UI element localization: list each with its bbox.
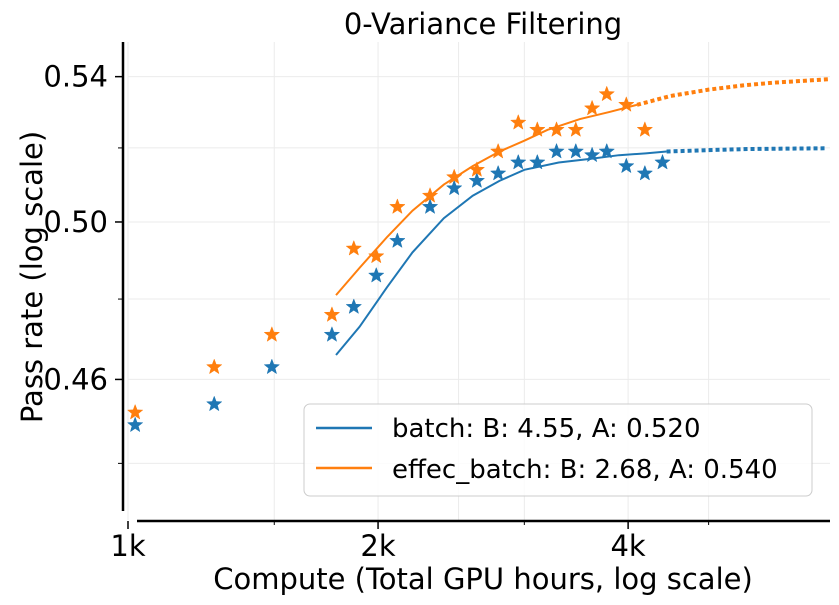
data-point bbox=[654, 154, 671, 170]
data-point bbox=[468, 172, 485, 188]
legend: batch: B: 4.55, A: 0.520 effec_batch: B:… bbox=[303, 403, 813, 497]
data-point bbox=[264, 358, 280, 374]
series-0 bbox=[127, 143, 825, 432]
data-point bbox=[567, 121, 584, 137]
y-tick-label: 0.46 bbox=[43, 362, 108, 396]
x-axis-label: Compute (Total GPU hours, log scale) bbox=[213, 562, 753, 596]
data-point bbox=[490, 165, 507, 181]
grid bbox=[127, 42, 830, 520]
data-point bbox=[468, 161, 485, 177]
data-point bbox=[548, 143, 565, 159]
data-point bbox=[584, 100, 600, 116]
data-point bbox=[264, 326, 280, 342]
data-point bbox=[548, 121, 565, 137]
data-point bbox=[345, 240, 362, 256]
data-point bbox=[618, 96, 635, 112]
data-point bbox=[567, 143, 584, 159]
axes bbox=[121, 42, 830, 523]
data-point bbox=[206, 358, 223, 374]
data-point bbox=[389, 198, 406, 214]
data-point bbox=[324, 306, 340, 322]
data-point bbox=[584, 146, 600, 162]
series-layer bbox=[127, 77, 831, 432]
data-point bbox=[529, 121, 546, 137]
data-point bbox=[127, 404, 143, 420]
data-point bbox=[422, 187, 438, 203]
data-point bbox=[127, 416, 143, 432]
fit-curve bbox=[335, 103, 638, 296]
extrapolation-curve bbox=[666, 146, 825, 154]
data-point bbox=[324, 326, 340, 342]
data-point bbox=[490, 143, 507, 159]
chart-title: 0-Variance Filtering bbox=[344, 7, 622, 41]
data-point bbox=[598, 143, 615, 159]
data-point bbox=[206, 395, 223, 411]
x-tick-label: 4k bbox=[610, 529, 645, 563]
data-point bbox=[422, 198, 438, 214]
data-point bbox=[529, 154, 546, 170]
data-point bbox=[389, 232, 406, 248]
y-tick-label: 0.54 bbox=[43, 60, 108, 94]
y-tick-label: 0.50 bbox=[43, 205, 108, 239]
data-point bbox=[598, 85, 615, 101]
data-point bbox=[368, 267, 385, 283]
legend-entry-batch: batch: B: 4.55, A: 0.520 bbox=[392, 414, 701, 444]
data-point bbox=[345, 298, 362, 314]
series-1 bbox=[127, 77, 831, 420]
data-point bbox=[510, 114, 527, 130]
x-tick-label: 1k bbox=[110, 529, 145, 563]
data-point bbox=[368, 248, 385, 263]
y-axis-label: Pass rate (log scale) bbox=[15, 131, 49, 423]
legend-box bbox=[303, 403, 813, 497]
legend-entry-effec-batch: effec_batch: B: 2.68, A: 0.540 bbox=[392, 455, 778, 485]
data-point bbox=[446, 168, 463, 184]
data-point bbox=[618, 157, 635, 173]
fit-curve bbox=[335, 150, 667, 356]
x-tick-label: 2k bbox=[360, 529, 395, 563]
data-point bbox=[446, 180, 463, 196]
data-point bbox=[637, 165, 653, 181]
data-point bbox=[510, 154, 527, 170]
data-point bbox=[637, 121, 653, 137]
ticks: 1k 2k 4k 0.46 0.50 0.54 bbox=[43, 60, 710, 563]
extrapolation-curve bbox=[636, 77, 831, 107]
